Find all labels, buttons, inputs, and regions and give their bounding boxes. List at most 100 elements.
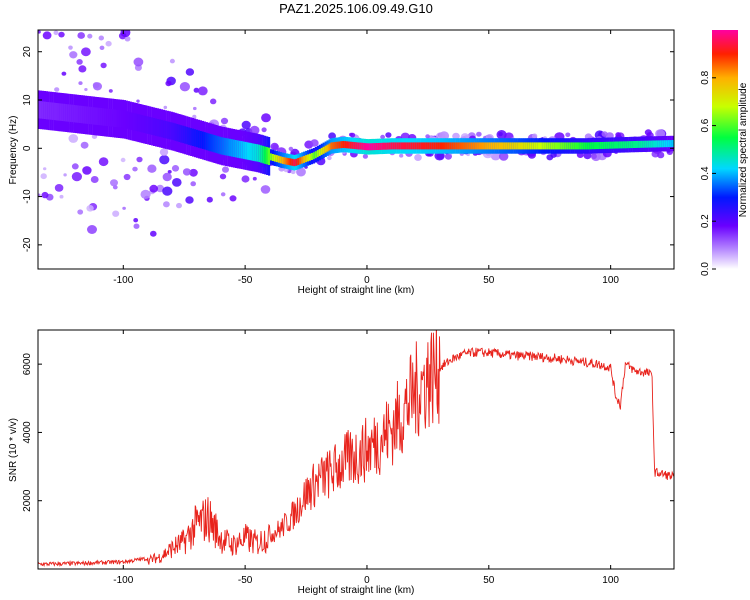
heatmap-cell — [324, 145, 327, 153]
heatmap-cell — [207, 133, 210, 151]
heatmap-cell — [195, 129, 199, 148]
heatmap-cell — [498, 142, 501, 150]
heatmap-cell — [133, 218, 139, 223]
heatmap-cell — [386, 142, 390, 150]
heatmap-cell — [162, 120, 165, 138]
heatmap-cell — [361, 142, 364, 150]
heatmap-cell — [537, 142, 540, 150]
heatmap-cell — [126, 23, 133, 30]
heatmap-cell — [628, 141, 631, 149]
heatmap-cell — [303, 155, 306, 163]
heatmap-cell — [626, 141, 629, 149]
heatmap-cell — [171, 165, 180, 172]
heatmap-cell — [332, 142, 335, 150]
heatmap-cell — [36, 10, 41, 14]
heatmap-cell — [63, 173, 67, 177]
heatmap-cell — [67, 104, 70, 122]
heatmap-cell — [82, 106, 85, 124]
heatmap-cell — [86, 106, 89, 124]
heatmap-cell — [486, 142, 489, 150]
heatmap-cell — [206, 196, 213, 203]
heatmap-cell — [478, 142, 481, 150]
heatmap-cell — [597, 142, 600, 150]
heatmap-cell — [219, 173, 227, 180]
heatmap-cell — [293, 159, 296, 167]
heatmap-cell — [147, 116, 150, 134]
heatmap-cell — [277, 155, 280, 163]
heatmap-cell — [52, 26, 56, 29]
heatmap-cell — [400, 142, 403, 150]
heatmap-cell — [54, 184, 64, 192]
heatmap-cell — [290, 169, 296, 175]
heatmap-cell — [159, 148, 169, 156]
heatmap-cell — [98, 107, 101, 126]
heatmap-y-tick-label: 0 — [22, 145, 33, 151]
heatmap-cell — [546, 142, 549, 150]
heatmap-cell — [283, 157, 286, 165]
heatmap-cell — [429, 142, 432, 150]
heatmap-cell — [340, 141, 343, 149]
colorbar-tick-label: 0.8 — [700, 70, 711, 84]
heatmap-cell — [221, 137, 224, 155]
heatmap-cell — [548, 142, 551, 150]
heatmap-cell — [435, 142, 438, 150]
snr-x-tick-label: 100 — [602, 575, 619, 586]
heatmap-cell — [554, 142, 557, 150]
heatmap-cell — [193, 87, 200, 93]
heatmap-cell — [654, 140, 657, 148]
heatmap-cell — [179, 82, 190, 92]
heatmap-cell — [283, 167, 289, 173]
heatmap-cell — [77, 209, 84, 215]
heatmap-cell — [640, 140, 643, 148]
heatmap-cell — [149, 117, 152, 135]
heatmap-cell — [408, 142, 411, 150]
snr-y-tick-label: 4000 — [22, 421, 33, 444]
heatmap-cell — [53, 30, 59, 36]
heatmap-cell — [250, 143, 253, 161]
heatmap-marks — [36, 10, 674, 237]
heatmap-cell — [182, 125, 185, 144]
heatmap-cell — [227, 138, 230, 156]
heatmap-cell — [336, 141, 339, 149]
heatmap-cell — [583, 152, 592, 160]
heatmap-cell — [38, 193, 41, 197]
heatmap-cell — [205, 132, 208, 151]
heatmap-cell — [166, 121, 169, 139]
heatmap-cell — [570, 142, 573, 150]
heatmap-cell — [92, 82, 100, 89]
heatmap-cell — [390, 142, 393, 150]
heatmap-cell — [223, 137, 226, 156]
heatmap-cell — [172, 178, 182, 187]
heatmap-cell — [43, 167, 47, 171]
heatmap-cell — [338, 141, 341, 149]
heatmap-cell — [379, 142, 382, 150]
heatmap-cell — [583, 142, 586, 150]
heatmap-cell — [123, 110, 126, 129]
heatmap-cell — [133, 57, 144, 67]
heatmap-cell — [76, 59, 83, 65]
heatmap-cell — [533, 142, 536, 150]
heatmap-cell — [646, 140, 649, 148]
heatmap-cell — [68, 134, 79, 143]
heatmap-cell — [383, 142, 386, 150]
heatmap-cell — [90, 106, 93, 125]
heatmap-cell — [220, 117, 229, 125]
heatmap-cell — [468, 142, 471, 150]
heatmap-cell — [170, 122, 173, 140]
heatmap-cell — [71, 163, 79, 170]
heatmap-cell — [618, 141, 622, 149]
heatmap-y-tick-label: 10 — [22, 94, 33, 106]
heatmap-cell — [447, 142, 450, 150]
heatmap-y-tick-label: 20 — [22, 46, 33, 58]
heatmap-cell — [630, 141, 633, 149]
heatmap-cell — [579, 142, 583, 150]
heatmap-cell — [46, 14, 56, 23]
heatmap-cell — [611, 141, 614, 149]
heatmap-cell — [116, 109, 119, 128]
heatmap-cell — [162, 172, 172, 182]
heatmap-cell — [513, 142, 516, 150]
heatmap-cell — [43, 101, 46, 119]
heatmap-cell — [209, 133, 212, 152]
heatmap-cell — [566, 142, 569, 150]
colorbar: 0.0 0.2 0.4 0.6 0.8 Normalized spectral ampl… — [700, 30, 749, 276]
